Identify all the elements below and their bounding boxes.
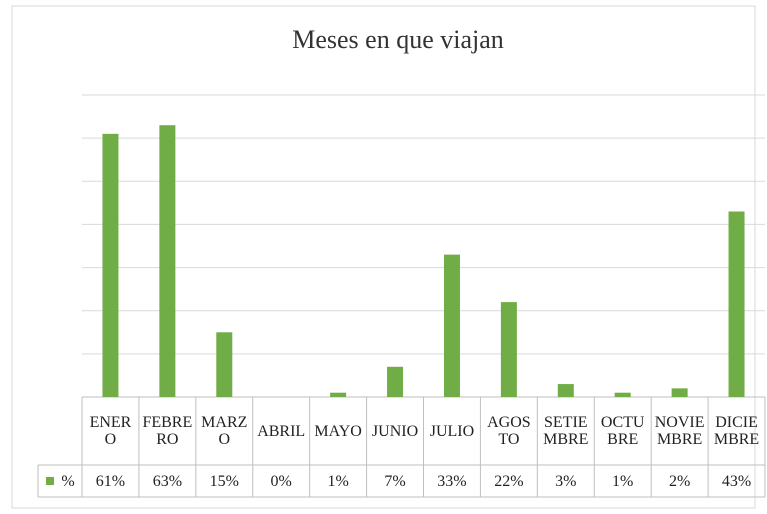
bar bbox=[728, 211, 745, 397]
category-label: ENERO bbox=[89, 414, 132, 448]
value-label: 0% bbox=[270, 472, 292, 490]
bar bbox=[671, 388, 688, 397]
chart-title: Meses en que viajan bbox=[292, 25, 504, 54]
value-label: 43% bbox=[721, 472, 752, 490]
category-label: AGOSTO bbox=[487, 414, 531, 448]
bar bbox=[159, 125, 176, 397]
value-label: 2% bbox=[668, 472, 691, 490]
value-label: 22% bbox=[494, 472, 524, 490]
value-label: 61% bbox=[95, 472, 126, 490]
category-label: ABRIL bbox=[257, 422, 306, 440]
bar bbox=[102, 133, 119, 398]
chart-frame bbox=[11, 5, 756, 509]
category-label: JUNIO bbox=[371, 422, 419, 440]
bar bbox=[216, 332, 233, 397]
value-label: 1% bbox=[327, 472, 349, 490]
category-label: MARZO bbox=[201, 414, 248, 448]
category-label: OCTUBRE bbox=[600, 414, 645, 448]
legend-swatch bbox=[46, 477, 54, 485]
category-label: DICIEMBRE bbox=[713, 414, 760, 448]
bar bbox=[557, 384, 574, 397]
legend-label: % bbox=[61, 472, 75, 490]
value-label: 1% bbox=[612, 472, 634, 490]
value-label: 3% bbox=[555, 472, 577, 490]
bar bbox=[443, 254, 460, 397]
bar bbox=[387, 366, 404, 397]
category-label: SETIEMBRE bbox=[543, 414, 589, 448]
bar bbox=[614, 392, 631, 397]
category-label: MAYO bbox=[314, 422, 362, 440]
bar bbox=[330, 392, 347, 397]
value-label: 7% bbox=[384, 472, 406, 490]
category-label: JULIO bbox=[429, 422, 475, 440]
value-label: 15% bbox=[209, 472, 239, 490]
category-label: FEBRERO bbox=[142, 414, 193, 448]
value-label: 63% bbox=[152, 472, 183, 490]
category-label: NOVIEMBRE bbox=[654, 414, 705, 448]
bar bbox=[500, 302, 517, 397]
value-label: 33% bbox=[437, 472, 467, 490]
